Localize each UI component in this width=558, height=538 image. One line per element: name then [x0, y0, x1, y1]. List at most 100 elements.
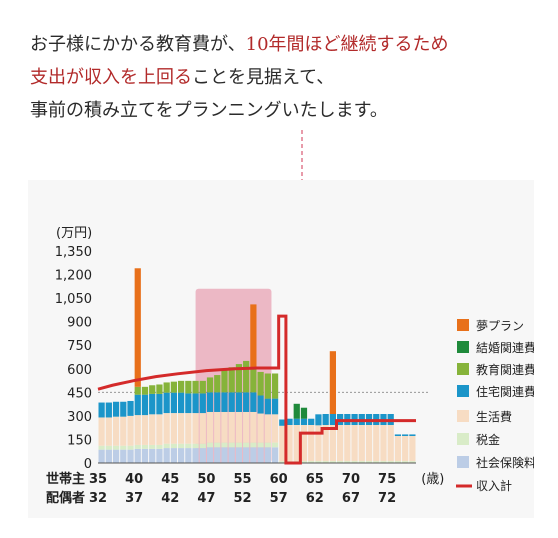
- y-tick-label: 1,350: [55, 245, 92, 260]
- chart-card: (万円) 0 150 300 450 600 750 900 1,050 1,200 1,350 世帯…: [28, 180, 534, 518]
- bar-segment-tax: [402, 461, 409, 463]
- bar-segment-tax: [185, 443, 192, 449]
- bar-segment-dream: [134, 268, 141, 387]
- x-unit-label: (歳): [421, 472, 444, 487]
- bar-segment-housing: [192, 393, 199, 414]
- bar-segment-social: [141, 448, 149, 463]
- bar-segment-living: [170, 413, 177, 444]
- bar-segment-living: [206, 411, 214, 443]
- legend-label-housing: 住宅関連費用: [476, 384, 534, 399]
- bar-segment-social: [243, 447, 250, 463]
- y-tick-label: 150: [67, 433, 92, 448]
- x-tick-label: 67: [342, 491, 360, 506]
- x-tick-label: 72: [378, 491, 396, 506]
- bar-segment-housing: [235, 392, 243, 412]
- bar-segment-education: [156, 384, 163, 394]
- bar-segment-living: [409, 435, 416, 462]
- bar-segment-social: [185, 448, 192, 463]
- bar-segment-housing: [98, 402, 105, 418]
- bar-segment-living: [149, 414, 156, 445]
- bar-segment-dream: [250, 304, 257, 369]
- y-axis-title: (万円): [56, 226, 92, 241]
- bar-segment-education: [185, 380, 192, 394]
- bar-segment-housing: [228, 392, 235, 412]
- bar-segment-housing: [286, 418, 293, 425]
- bar-segment-living: [279, 425, 286, 462]
- y-tick-label: 1,200: [55, 269, 92, 284]
- bar-segment-social: [221, 447, 228, 463]
- bar-segment-tax: [329, 461, 336, 463]
- x-tick-label: 32: [89, 491, 107, 506]
- bar-segment-education: [257, 371, 264, 396]
- bar-segment-tax: [279, 461, 286, 463]
- bar-segment-living: [228, 411, 235, 443]
- bar-segment-living: [344, 424, 351, 462]
- y-tick-label: 450: [67, 386, 92, 401]
- bar-segment-living: [163, 413, 170, 444]
- bar-segment-tax: [243, 442, 250, 448]
- bar-segment-tax: [300, 461, 308, 463]
- bar-segment-housing: [300, 418, 308, 425]
- legend-label-dream: 夢プラン: [476, 319, 524, 333]
- bar-segment-education: [250, 368, 257, 393]
- legend-label-income: 収入計: [476, 478, 512, 493]
- bar-segment-housing: [329, 414, 336, 425]
- bar-segment-living: [293, 424, 300, 462]
- x-row-label: 世帯主: [46, 471, 85, 487]
- bar-segment-housing: [221, 392, 228, 412]
- x-tick-label: 42: [161, 491, 179, 506]
- bar-segment-social: [264, 447, 271, 463]
- bar-segment-living: [178, 413, 185, 444]
- bar-segment-living: [127, 415, 134, 446]
- expense-income-chart: (万円) 0 150 300 450 600 750 900 1,050 1,200 1,350 世帯…: [46, 226, 534, 506]
- bar-segment-living: [185, 413, 192, 444]
- bar-segment-tax: [322, 461, 329, 463]
- bar-segment-living: [351, 424, 358, 462]
- bar-segment-education: [271, 373, 279, 399]
- bar-segment-social: [170, 448, 177, 463]
- legend-swatch-dream: [457, 319, 469, 331]
- bar-segment-living: [337, 424, 344, 462]
- bar-segment-living: [250, 411, 257, 443]
- legend-swatch-living: [457, 410, 469, 422]
- bar-segment-housing: [250, 392, 257, 412]
- bar-segment-housing: [271, 398, 279, 415]
- bar-segment-education: [192, 380, 199, 394]
- bar-segment-housing: [315, 414, 322, 426]
- bar-segment-marriage: [293, 403, 300, 419]
- intro-line-2-normal: ことを見据えて、: [192, 67, 335, 88]
- bar-segment-housing: [206, 392, 214, 412]
- bar-segment-living: [329, 424, 336, 462]
- bar-segment-tax: [192, 443, 199, 449]
- legend-swatch-education: [457, 363, 469, 375]
- bar-segment-education: [235, 364, 243, 393]
- x-tick-label: 52: [233, 491, 251, 506]
- bar-segment-social: [98, 449, 105, 463]
- bar-segment-living: [235, 411, 243, 443]
- x-row-label: 配偶者: [46, 490, 85, 506]
- bar-segment-housing: [243, 392, 250, 412]
- legend-label-living: 生活費: [476, 409, 512, 424]
- bar-segment-living: [120, 416, 127, 446]
- bar-segment-tax: [257, 442, 264, 448]
- bar-segment-housing: [322, 414, 329, 425]
- bar-segment-tax: [271, 442, 279, 448]
- bar-segment-tax: [337, 461, 344, 463]
- bar-segment-education: [221, 370, 228, 393]
- bar-segment-living: [271, 414, 279, 443]
- bar-segment-living: [387, 424, 394, 462]
- bar-segment-housing: [264, 398, 271, 415]
- bar-segment-tax: [315, 461, 322, 463]
- bar-segment-living: [394, 435, 402, 462]
- bar-segment-living: [141, 415, 149, 445]
- x-tick-label: 75: [378, 472, 396, 487]
- bar-segment-housing: [156, 393, 163, 415]
- y-tick-label: 600: [67, 363, 92, 378]
- bar-segment-tax: [380, 461, 387, 463]
- bar-segment-tax: [214, 442, 221, 448]
- bar-segment-living: [199, 413, 206, 444]
- intro-line-1: お子様にかかる教育費が、10年間ほど継続するため: [30, 28, 550, 61]
- bar-segment-education: [206, 377, 214, 393]
- x-tick-label: 35: [89, 472, 107, 487]
- bar-segment-social: [156, 448, 163, 463]
